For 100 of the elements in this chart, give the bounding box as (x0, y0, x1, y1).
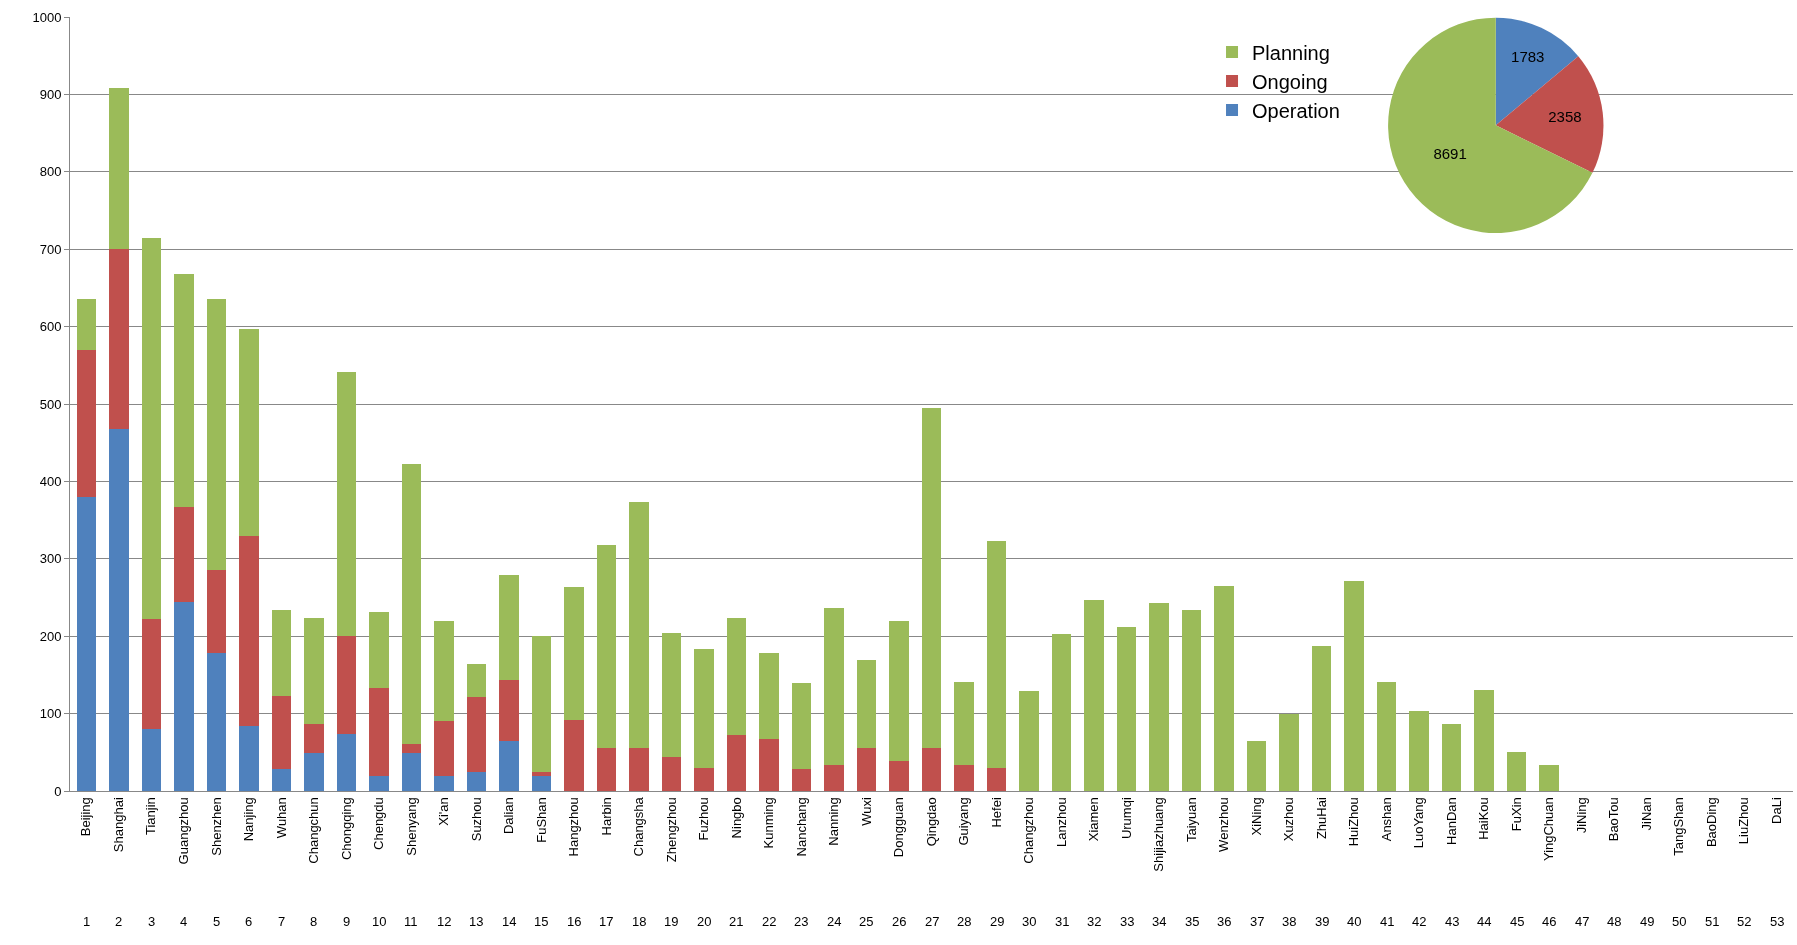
bar (401, 753, 422, 791)
category-label: Nanning 24 (826, 797, 842, 929)
bar (174, 273, 194, 507)
bar (1441, 723, 1462, 791)
bar (76, 496, 97, 791)
bar (1051, 633, 1072, 791)
bar (239, 328, 259, 536)
bar (791, 769, 812, 791)
bar (921, 407, 942, 749)
bar (336, 636, 357, 734)
bar (271, 695, 292, 770)
bar (726, 734, 747, 791)
bar (531, 776, 552, 791)
category-label: LiuZhou 52 (1736, 797, 1752, 929)
category-label: XiNing 37 (1248, 797, 1265, 929)
y-tick-label: 0 (54, 783, 62, 799)
bar (1474, 690, 1494, 791)
bar (694, 767, 714, 791)
bar (856, 660, 877, 749)
category-label: Changsha 18 (631, 797, 647, 929)
y-tick-label: 200 (39, 628, 62, 644)
y-tick-label: 600 (39, 319, 62, 335)
category-label: Harbin 17 (598, 797, 614, 929)
bar (791, 683, 812, 770)
category-label: Ningbo 21 (728, 797, 744, 929)
legend-label: Planning (1252, 41, 1330, 64)
bar (1409, 710, 1429, 791)
category-label: JiNing 47 (1573, 797, 1590, 929)
category-label: Dongguan 26 (891, 797, 907, 929)
category-label: Tianjin 3 (143, 797, 159, 929)
bar (954, 681, 974, 766)
bar (141, 238, 162, 620)
category-label: Taiyuan 35 (1183, 797, 1200, 929)
category-label: Suzhou 13 (468, 797, 484, 929)
bar (206, 653, 227, 791)
category-label: Guangzhou 4 (176, 797, 192, 929)
bar (759, 653, 779, 740)
category-label: Kunming 22 (761, 797, 777, 929)
bar (1311, 646, 1332, 791)
bar (304, 753, 324, 791)
bar (271, 609, 292, 696)
pie-slice (1495, 17, 1579, 126)
category-label: Chengdu 10 (371, 797, 387, 929)
bar (141, 729, 162, 791)
y-tick-label: 700 (39, 241, 62, 257)
category-label: FuXin 45 (1508, 797, 1525, 929)
category-label: Fuzhou 20 (696, 797, 712, 929)
category-label: DaLi 53 (1768, 797, 1785, 929)
legend-label: Ongoing (1252, 70, 1328, 93)
data-label: 2358 (1548, 108, 1582, 126)
bar (174, 602, 194, 791)
bar (109, 88, 129, 250)
bar (1279, 713, 1299, 791)
bar (1246, 740, 1267, 791)
category-label: Anshan 41 (1378, 797, 1395, 929)
y-tick-label: 100 (39, 706, 62, 722)
category-label: HaiKou 44 (1476, 797, 1492, 929)
bar (401, 743, 422, 754)
category-label: HuiZhou 40 (1346, 797, 1362, 929)
category-label: Hefei 29 (988, 797, 1005, 929)
pie-slice (1388, 17, 1593, 233)
bar (1506, 752, 1527, 791)
bar (369, 688, 389, 777)
category-label: ZhuHai 39 (1313, 797, 1330, 929)
bar (1214, 585, 1234, 791)
bar (629, 747, 649, 791)
category-label: LuoYang 42 (1411, 797, 1427, 929)
bar (986, 767, 1007, 791)
bar (1181, 609, 1202, 791)
y-tick-label: 800 (39, 164, 62, 180)
y-tick-label: 300 (39, 551, 62, 567)
bar (564, 719, 584, 791)
bar (499, 679, 519, 742)
bar (434, 621, 454, 722)
category-label: HanDan 43 (1443, 797, 1460, 929)
category-label: Xi'an 12 (436, 797, 452, 929)
bar (401, 464, 422, 744)
category-label: YingChuan 46 (1541, 797, 1557, 929)
bar (531, 636, 552, 772)
category-label: Zhengzhou 19 (663, 797, 679, 929)
category-label: Wenzhou 36 (1216, 797, 1232, 929)
bar (629, 502, 649, 748)
bar (109, 249, 129, 429)
category-label: Shijiazhuang 34 (1151, 797, 1167, 929)
bar (726, 617, 747, 735)
bar (1539, 764, 1559, 791)
category-label: Xuzhou 38 (1281, 797, 1297, 929)
bar (661, 633, 682, 757)
bar (661, 756, 682, 791)
category-label: TangShan 50 (1671, 797, 1687, 929)
bar (1376, 681, 1397, 791)
bar (889, 760, 909, 791)
bar (986, 541, 1007, 768)
bar (1149, 602, 1169, 791)
legend-label: Operation (1252, 99, 1340, 122)
bar (694, 648, 714, 768)
bar (271, 769, 292, 791)
bar (239, 535, 259, 726)
bar (434, 721, 454, 777)
bar (174, 506, 194, 603)
